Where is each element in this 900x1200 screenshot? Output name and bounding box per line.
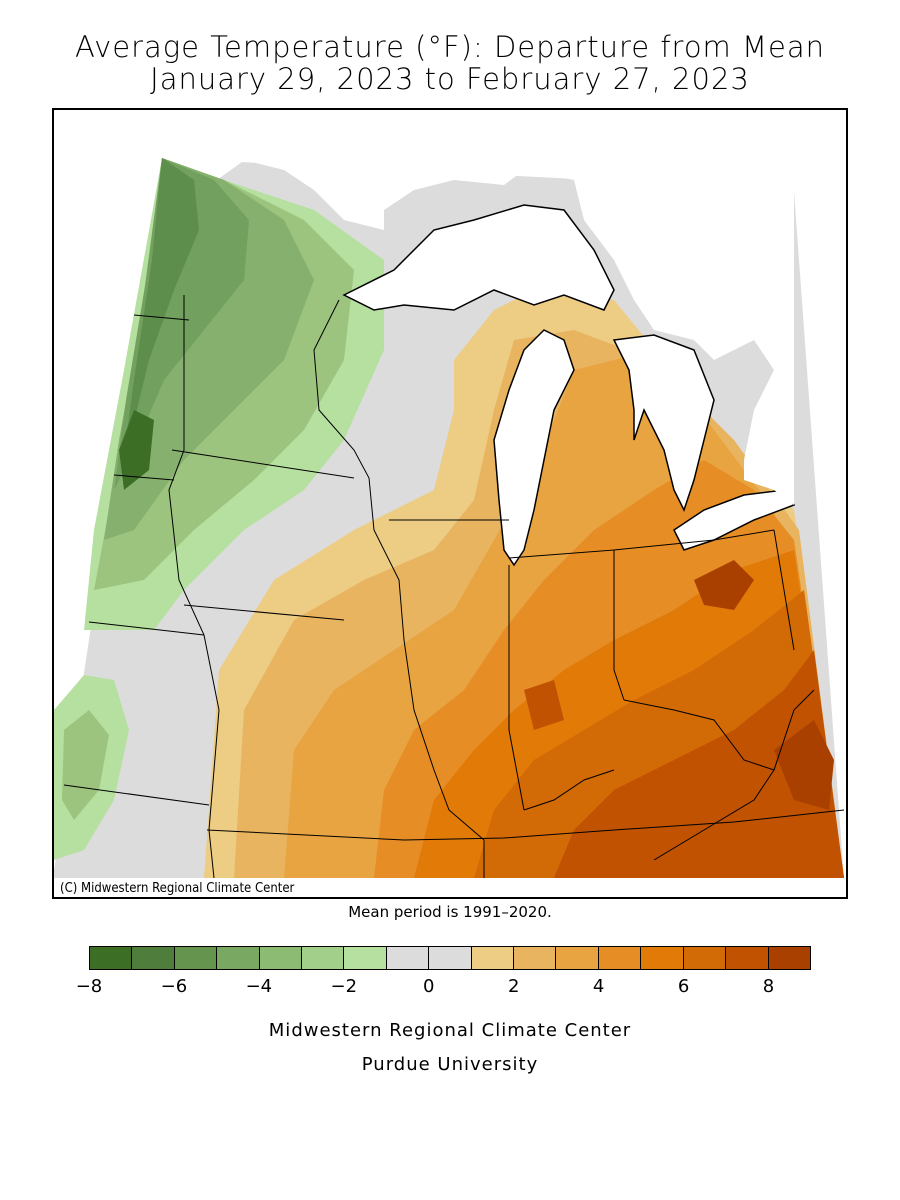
legend-swatch bbox=[344, 947, 387, 969]
legend-tick-label: 0 bbox=[423, 976, 435, 997]
legend-tick-label: −8 bbox=[75, 976, 103, 997]
legend-swatch bbox=[726, 947, 769, 969]
map-credit: (C) Midwestern Regional Climate Center bbox=[54, 880, 301, 897]
legend-swatch bbox=[514, 947, 557, 969]
lake-superior bbox=[342, 204, 615, 311]
footer-organization: Midwestern Regional Climate Center bbox=[268, 1020, 632, 1041]
region-plus-8 bbox=[694, 560, 754, 610]
legend-swatch bbox=[598, 947, 642, 969]
legend-tick-labels: −8 −6 −4 −2 0 2 4 6 8 bbox=[0, 972, 900, 1002]
legend-tick-label: 8 bbox=[762, 976, 775, 997]
legend-swatch bbox=[768, 947, 810, 969]
map-title-line2: January 29, 2023 to February 27, 2023 bbox=[150, 62, 750, 96]
legend-swatch bbox=[683, 947, 727, 969]
legend-swatch bbox=[429, 947, 472, 969]
legend-swatch bbox=[556, 947, 599, 969]
legend-tick-label: −2 bbox=[330, 976, 358, 997]
legend-swatch bbox=[174, 947, 218, 969]
legend-swatch bbox=[641, 947, 684, 969]
legend-swatch bbox=[386, 947, 430, 969]
region-minus-4-to-5 bbox=[114, 158, 249, 490]
legend-swatch bbox=[471, 947, 515, 969]
region-minus-5-to-6 bbox=[122, 158, 199, 470]
lake-michigan bbox=[493, 329, 575, 567]
color-scale-legend bbox=[89, 946, 811, 970]
legend-tick-label: 2 bbox=[507, 976, 520, 997]
region-plus-7-to-8 bbox=[554, 650, 844, 878]
legend-swatch bbox=[302, 947, 345, 969]
legend-swatch bbox=[259, 947, 303, 969]
legend-tick-label: 4 bbox=[592, 976, 605, 997]
map-canvas bbox=[54, 110, 846, 879]
legend-swatch bbox=[217, 947, 260, 969]
legend-tick-label: 6 bbox=[677, 976, 690, 997]
legend-tick-label: −4 bbox=[245, 976, 273, 997]
region-minus-6-to-8 bbox=[119, 410, 154, 490]
lake-huron bbox=[612, 334, 715, 512]
legend-tick-label: −6 bbox=[160, 976, 188, 997]
legend-swatch bbox=[132, 947, 175, 969]
temperature-departure-map: (C) Midwestern Regional Climate Center bbox=[52, 108, 848, 899]
state-boundaries bbox=[63, 295, 845, 879]
footer-university: Purdue University bbox=[361, 1054, 539, 1075]
legend-swatch bbox=[90, 947, 133, 969]
mean-period-note: Mean period is 1991–2020. bbox=[348, 903, 552, 921]
map-title-line1: Average Temperature (°F): Departure from… bbox=[74, 30, 826, 64]
